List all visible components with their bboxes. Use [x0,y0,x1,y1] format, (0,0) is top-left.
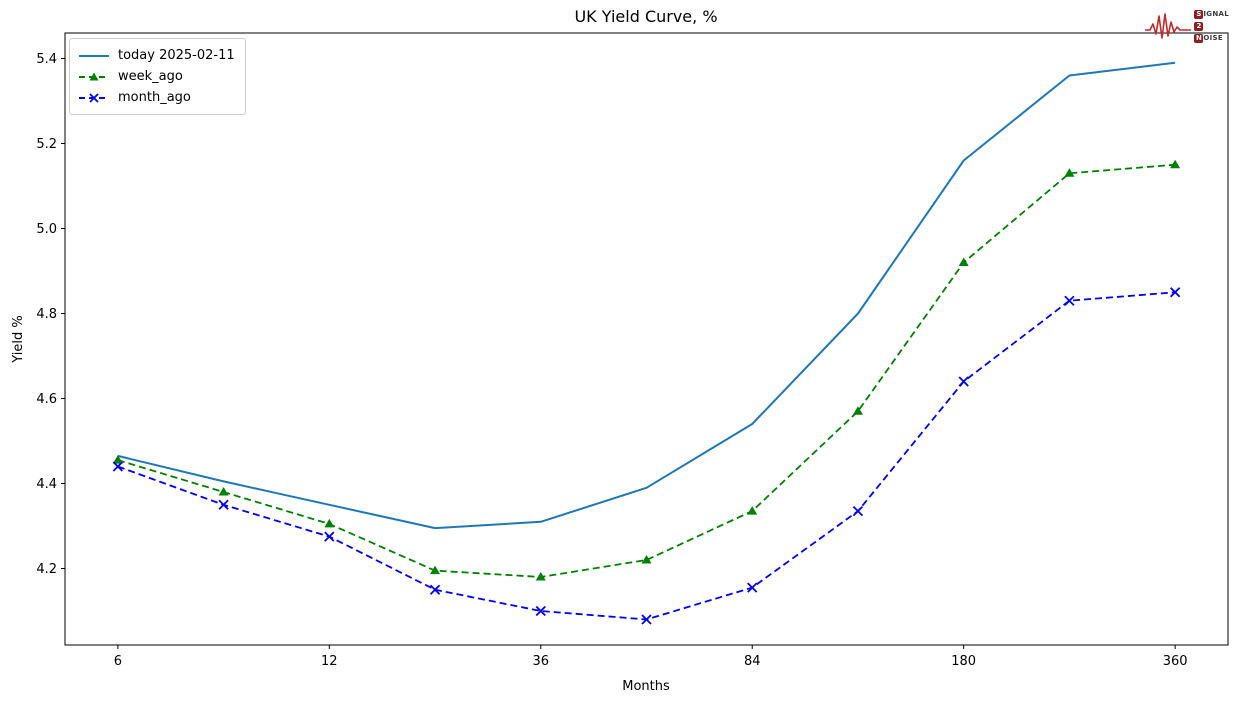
x-marker [641,614,652,625]
legend-sample-line [79,72,109,80]
ecg-waveform-icon [1145,13,1192,39]
legend-x-marker [89,92,99,103]
plot-area-frame [64,32,1229,646]
chart-title: UK Yield Curve, % [574,7,717,26]
x-marker [852,505,864,517]
x-marker [324,531,335,542]
x-tick-label: 12 [321,654,338,669]
triangle-marker [112,455,123,464]
series-line-month-ago [117,291,1176,621]
y-tick-label: 4.4 [36,477,57,492]
y-tick-label: 4.8 [36,307,57,322]
series-line-today-2025-02-11 [117,61,1176,530]
legend-triangle-marker [89,72,99,80]
legend-label: month_ago [118,90,191,105]
legend-label: week_ago [118,69,183,84]
legend-entry-week-ago: week_ago [78,66,235,87]
triangle-marker [641,555,652,564]
signal-2-noise-logo: S IGNAL 2 N OISE [1144,4,1229,48]
triangle-marker [747,506,758,515]
x-tick-label: 6 [114,654,122,669]
series-line-week-ago [117,163,1176,578]
x-marker [429,584,441,595]
triangle-marker [852,406,863,415]
y-tick-label: 4.2 [36,562,57,577]
x-axis-label: Months [622,679,670,694]
legend-entry-month-ago: month_ago [78,87,235,108]
logo-word-row: N OISE [1194,32,1229,44]
x-tick-label: 36 [532,654,549,669]
x-marker [1064,295,1075,306]
x-tick-label: 84 [744,654,761,669]
x-tick-label: 360 [1163,654,1188,669]
y-axis-label: Yield % [11,315,26,363]
legend-sample-line [79,54,109,57]
x-marker [535,605,546,617]
triangle-marker [535,572,546,581]
data-series [112,61,1181,625]
logo-word-rest: IGNAL [1203,10,1229,18]
y-tick-label: 5.4 [36,52,57,67]
logo-word-row: S IGNAL [1194,8,1229,20]
y-tick-label: 5.0 [36,222,57,237]
logo-badge-letter: 2 [1194,21,1204,31]
triangle-marker [958,257,969,266]
logo-badge-letter: S [1194,9,1204,19]
x-marker [747,582,758,593]
triangle-marker [324,518,335,528]
logo-word-rest: OISE [1203,34,1223,42]
logo-wordmark: S IGNAL 2 N OISE [1194,8,1229,44]
legend-sample-line [79,92,109,103]
legend: today 2025-02-11 week_ago month_ago [69,38,246,115]
x-marker [218,499,229,510]
x-marker [112,461,124,472]
triangle-marker [1064,168,1075,177]
triangle-marker [218,487,229,496]
y-tick-label: 5.2 [36,137,57,152]
legend-label: today 2025-02-11 [118,48,235,63]
logo-word-row: 2 [1194,20,1229,32]
logo-badge-letter: N [1194,33,1204,43]
x-marker [1169,287,1181,298]
x-marker [958,376,969,387]
axis-ticks: 4.2 4.4 4.6 4.8 5.0 5.2 5.4 6 12 36 84 180 360 [36,52,1187,669]
triangle-marker [1170,159,1181,169]
legend-entry-today-2025-02-11: today 2025-02-11 [78,45,235,66]
x-tick-label: 180 [951,654,976,669]
triangle-marker [430,565,441,575]
y-tick-label: 4.6 [36,392,57,407]
